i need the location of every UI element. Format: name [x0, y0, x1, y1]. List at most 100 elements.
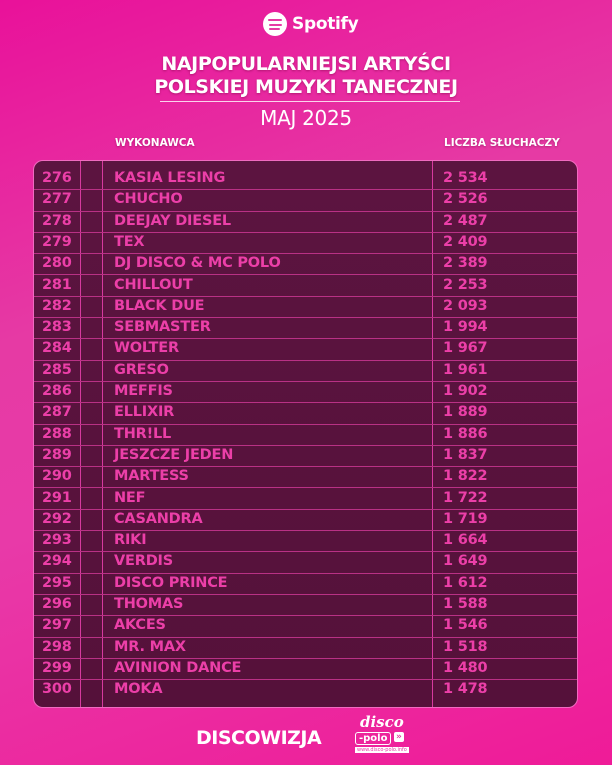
header-listeners: LICZBA SŁUCHACZY [444, 137, 560, 149]
artist-cell: MR. MAX [114, 638, 186, 655]
table-row: 276 KASIA LESING 2 534 [34, 168, 577, 191]
table-row: 279 TEX 2 409 [34, 232, 577, 255]
listeners-cell: 2 389 [443, 255, 488, 272]
listeners-cell: 2 526 [443, 191, 488, 208]
rank-cell: 295 [42, 574, 72, 591]
rank-cell: 277 [42, 191, 72, 208]
table-row: 280 DJ DISCO & MC POLO 2 389 [34, 253, 577, 276]
artist-cell: THR!LL [114, 425, 172, 442]
artist-cell: BLACK DUE [114, 297, 205, 314]
rank-cell: 286 [42, 383, 72, 399]
rank-cell: 284 [42, 340, 72, 357]
listeners-cell: 1 822 [443, 468, 488, 485]
page-title: NAJPOPULARNIEJSI ARTYŚCI POLSKIEJ MUZYKI… [0, 53, 612, 99]
artist-cell: AVINION DANCE [114, 659, 242, 676]
listeners-cell: 1 480 [443, 659, 488, 676]
artist-cell: JESZCZE JEDEN [114, 446, 234, 463]
listeners-cell: 1 546 [443, 617, 488, 634]
listeners-cell: 1 837 [443, 446, 488, 463]
artist-cell: THOMAS [114, 596, 184, 612]
discowizja-logo: DISCOWIZJA [196, 727, 322, 749]
listeners-cell: 1 719 [443, 510, 488, 527]
artist-cell: TEX [114, 233, 145, 250]
artist-cell: ELLIXIR [114, 404, 175, 421]
table-row: 281 CHILLOUT 2 253 [34, 275, 577, 297]
listeners-cell: 1 588 [443, 596, 488, 612]
table-row: 295 DISCO PRINCE 1 612 [34, 573, 577, 595]
listeners-cell: 1 649 [443, 553, 488, 570]
rank-cell: 287 [42, 404, 72, 421]
listeners-cell: 1 518 [443, 638, 488, 655]
listeners-cell: 1 994 [443, 319, 488, 336]
artist-cell: DEEJAY DIESEL [114, 212, 231, 229]
rank-cell: 290 [42, 468, 72, 485]
listeners-cell: 1 478 [443, 681, 488, 698]
rank-cell: 276 [42, 170, 72, 186]
table-row: 300 MOKA 1 478 [34, 679, 577, 700]
rank-cell: 292 [42, 510, 72, 527]
listeners-cell: 2 487 [443, 212, 488, 229]
rank-cell: 293 [42, 532, 72, 549]
listeners-cell: 2 093 [443, 297, 488, 314]
rank-cell: 300 [42, 681, 72, 698]
header-artist: WYKONAWCA [115, 137, 195, 149]
table-row: 291 NEF 1 722 [34, 488, 577, 510]
table-row: 278 DEEJAY DIESEL 2 487 [34, 211, 577, 233]
table-row: 284 WOLTER 1 967 [34, 338, 577, 361]
artist-cell: MARTESS [114, 468, 189, 485]
title-line-1: NAJPOPULARNIEJSI ARTYŚCI [161, 53, 451, 75]
table-row: 298 MR. MAX 1 518 [34, 637, 577, 659]
listeners-cell: 1 664 [443, 532, 488, 549]
brand-name: Spotify [292, 14, 359, 34]
listeners-cell: 1 961 [443, 361, 488, 378]
table-row: 299 AVINION DANCE 1 480 [34, 658, 577, 681]
artist-cell: GRESO [114, 361, 169, 378]
title-line-2: POLSKIEJ MUZYKI TANECZNEJ [154, 76, 458, 98]
spotify-icon [263, 12, 287, 36]
column-divider [102, 161, 103, 707]
ranking-table: 276 KASIA LESING 2 534 277 CHUCHO 2 526 278 DEE… [33, 160, 578, 708]
table-row: 292 CASANDRA 1 719 [34, 509, 577, 532]
table-row: 289 JESZCZE JEDEN 1 837 [34, 445, 577, 468]
disco-polo-info-logo: disco -polo » www.disco-polo.info [352, 713, 412, 759]
artist-cell: AKCES [114, 617, 166, 634]
listeners-cell: 2 534 [443, 170, 488, 186]
table-row: 290 MARTESS 1 822 [34, 466, 577, 489]
rank-cell: 279 [42, 233, 72, 250]
rank-cell: 291 [42, 489, 72, 506]
artist-cell: NEF [114, 489, 146, 506]
artist-cell: CASANDRA [114, 510, 203, 527]
table-row: 296 THOMAS 1 588 [34, 594, 577, 617]
table-row: 285 GRESO 1 961 [34, 360, 577, 382]
rank-cell: 285 [42, 361, 72, 378]
rank-cell: 283 [42, 319, 72, 336]
table-row: 293 RIKI 1 664 [34, 530, 577, 553]
rank-cell: 289 [42, 446, 72, 463]
artist-cell: KASIA LESING [114, 170, 226, 186]
table-row: 294 VERDIS 1 649 [34, 551, 577, 574]
rank-cell: 298 [42, 638, 72, 655]
artist-cell: RIKI [114, 532, 147, 549]
artist-cell: MEFFIS [114, 383, 173, 399]
artist-cell: SEBMASTER [114, 319, 211, 336]
title-divider [160, 101, 460, 102]
table-row: 283 SEBMASTER 1 994 [34, 317, 577, 340]
column-divider [80, 161, 81, 707]
listeners-cell: 1 889 [443, 404, 488, 421]
artist-cell: VERDIS [114, 553, 173, 570]
subtitle-date: MAJ 2025 [260, 106, 352, 130]
logo-text-polo: -polo [355, 732, 392, 745]
spotify-logo: Spotify [263, 12, 359, 36]
listeners-cell: 1 967 [443, 340, 488, 357]
listeners-cell: 1 886 [443, 425, 488, 442]
rank-cell: 294 [42, 553, 72, 570]
rank-cell: 288 [42, 425, 72, 442]
listeners-cell: 2 253 [443, 276, 488, 293]
rank-cell: 280 [42, 255, 72, 272]
arrows-icon: » [394, 732, 404, 742]
table-row: 286 MEFFIS 1 902 [34, 381, 577, 404]
rank-cell: 282 [42, 297, 72, 314]
artist-cell: CHUCHO [114, 191, 183, 208]
table-row: 297 AKCES 1 546 [34, 615, 577, 638]
rank-cell: 299 [42, 659, 72, 676]
